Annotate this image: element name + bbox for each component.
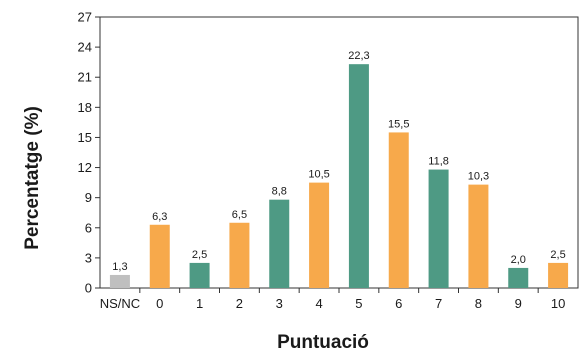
x-tick-label: 9 [515, 296, 522, 311]
bar [548, 262, 569, 288]
x-tick-label: 3 [276, 296, 283, 311]
data-label: 15,5 [388, 118, 409, 130]
y-tick-label: 9 [85, 190, 92, 205]
y-tick-label: 3 [85, 250, 92, 265]
x-tick-label: 7 [435, 296, 442, 311]
x-axis-title: Puntuació [277, 332, 369, 353]
x-tick-label: 6 [395, 296, 402, 311]
y-tick-label: 27 [78, 10, 92, 25]
y-tick-label: 15 [78, 130, 92, 145]
x-tick-label: 5 [355, 296, 362, 311]
y-tick-label: 6 [85, 220, 92, 235]
data-label: 2,0 [511, 254, 526, 266]
bar [189, 262, 210, 288]
y-tick-label: 18 [78, 100, 92, 115]
data-label: 6,3 [152, 211, 167, 223]
data-label: 2,5 [192, 249, 207, 261]
y-tick-label: 12 [78, 160, 92, 175]
bar [468, 184, 489, 288]
x-tick-label: NS/NC [100, 296, 140, 311]
data-label: 10,3 [468, 171, 489, 183]
bar [109, 274, 130, 288]
data-label: 22,3 [348, 50, 369, 62]
data-label: 2,5 [550, 249, 565, 261]
bar [149, 224, 170, 288]
y-tick-label: 21 [78, 70, 92, 85]
x-tick-label: 2 [236, 296, 243, 311]
data-label: 8,8 [272, 186, 287, 198]
bar [388, 132, 409, 288]
x-tick-label: 8 [475, 296, 482, 311]
bar [229, 222, 250, 288]
x-tick-label: 1 [196, 296, 203, 311]
bar [348, 64, 369, 288]
bar [428, 169, 449, 288]
data-label: 6,5 [232, 209, 247, 221]
bar [269, 199, 290, 288]
y-tick-label: 0 [85, 281, 92, 296]
data-label: 11,8 [428, 156, 449, 168]
bar [309, 182, 330, 288]
y-tick-label: 24 [78, 40, 92, 55]
bar [508, 267, 529, 288]
y-axis-title: Percentatge (%) [22, 106, 43, 250]
plot-frame [99, 16, 579, 289]
x-tick-label: 10 [551, 296, 565, 311]
x-tick-label: 4 [315, 296, 322, 311]
x-tick-label: 0 [156, 296, 163, 311]
plot-area: 0 3 6 9 12 15 18 21 24 27 1,3 NS/NC 6,3 0 2,5 1 6,5 2 8,8 3… [78, 10, 579, 311]
data-label: 1,3 [112, 261, 127, 273]
data-label: 10,5 [308, 169, 329, 181]
